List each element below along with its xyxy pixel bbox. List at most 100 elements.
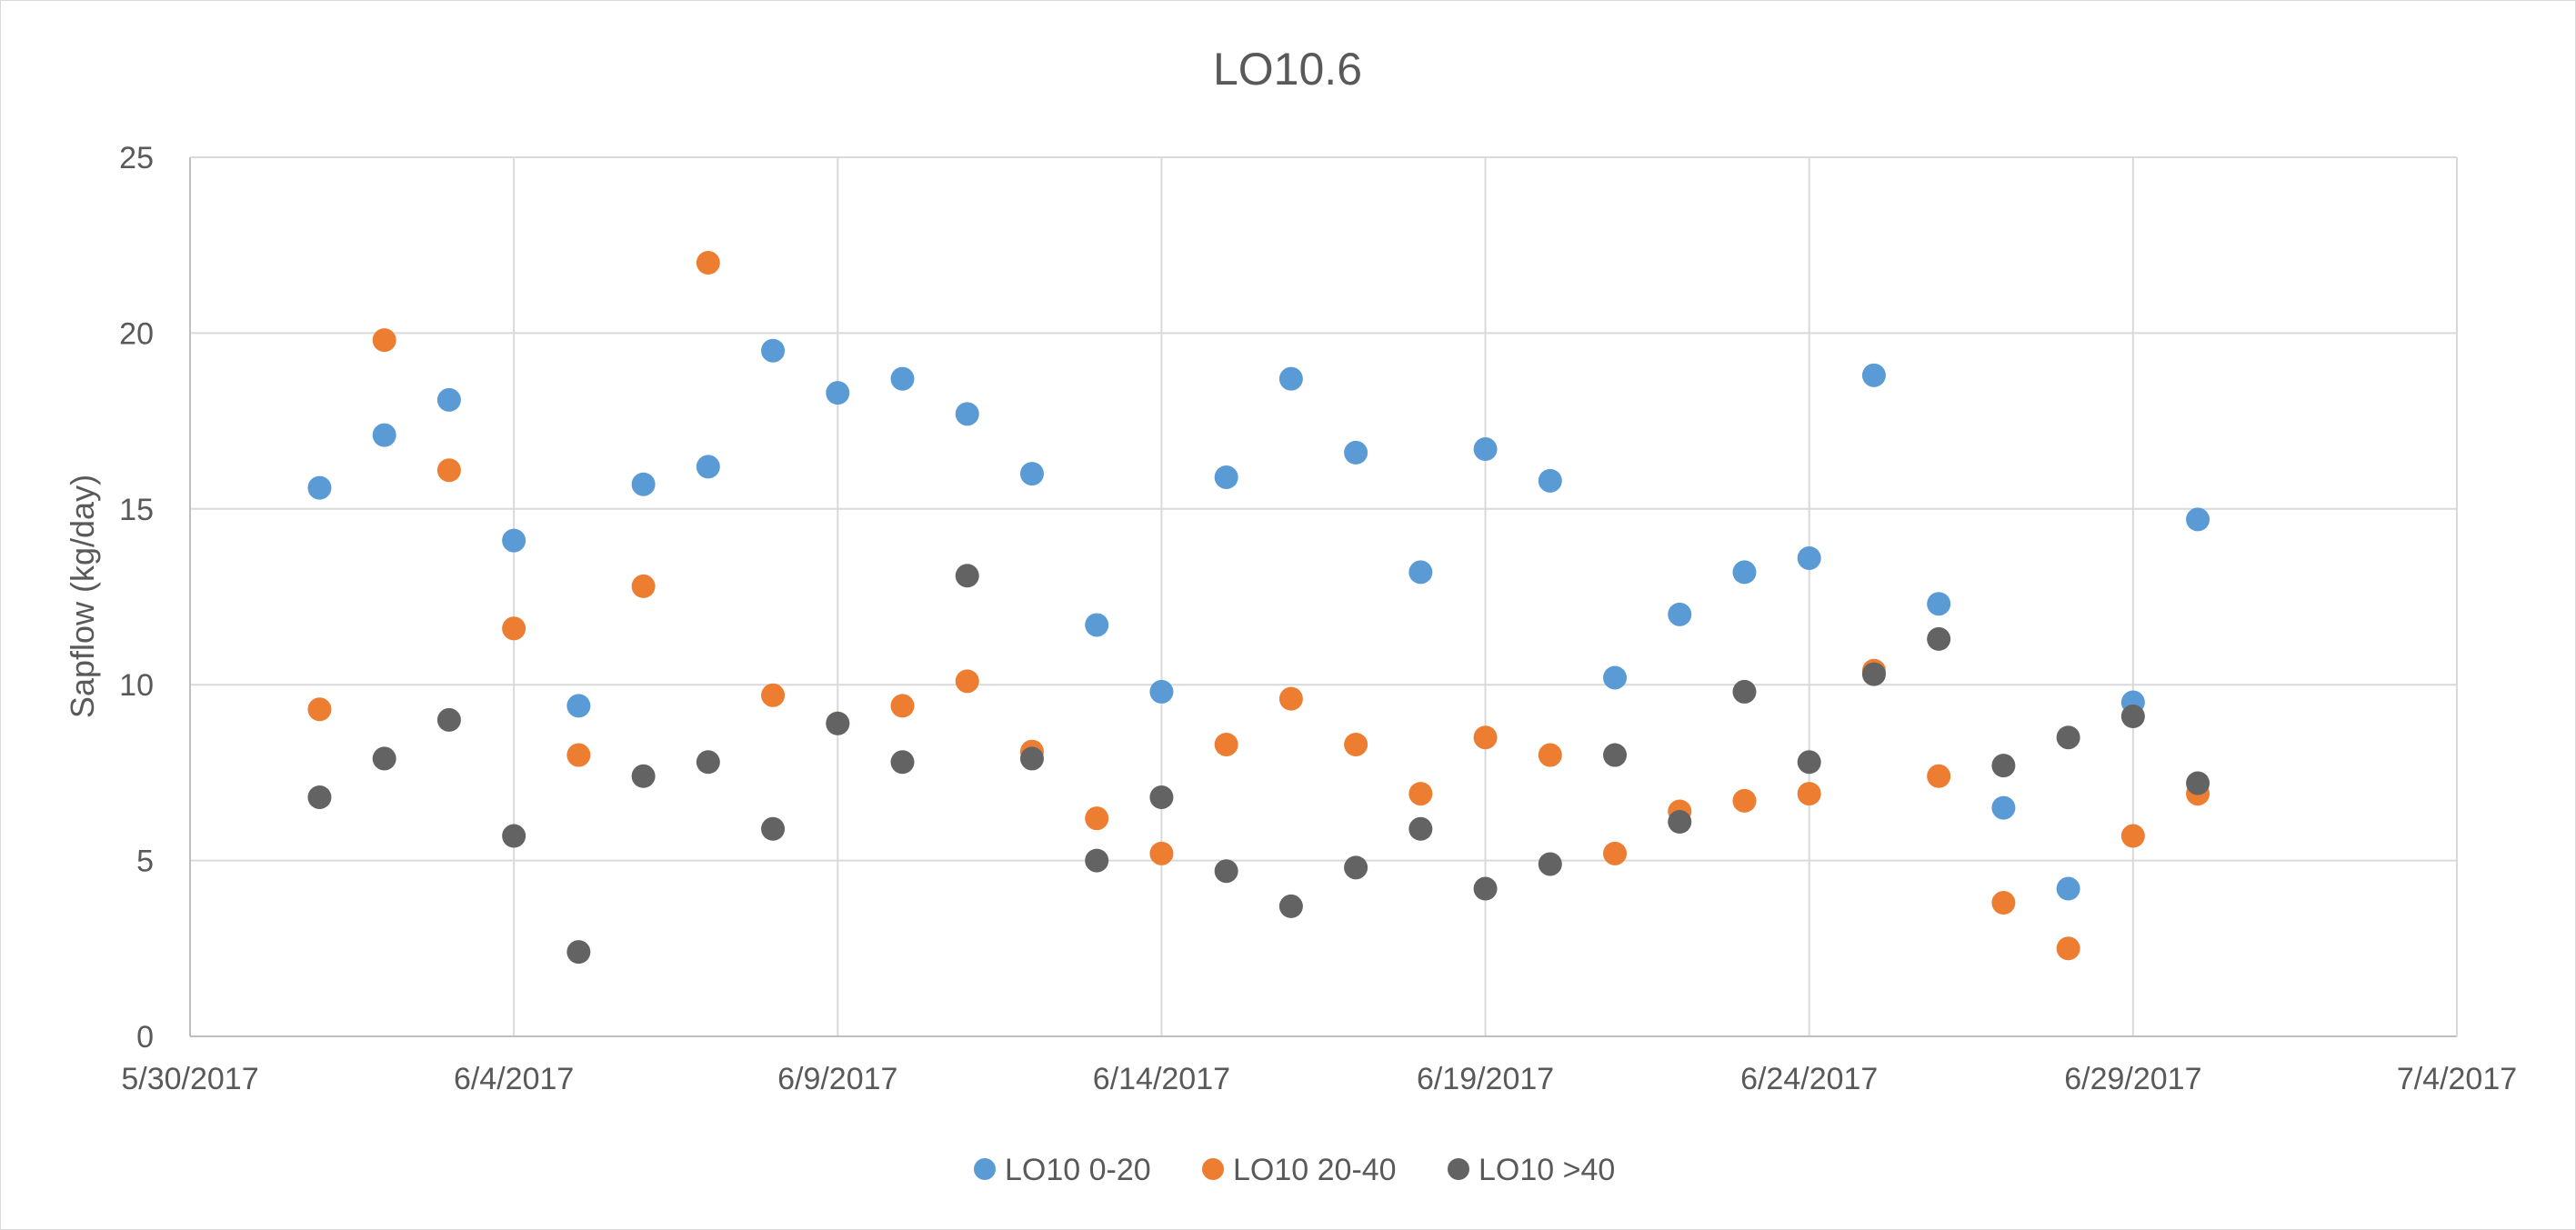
data-point-series-2: [2120, 824, 2145, 848]
legend-label: LO10 20-40: [1233, 1153, 1397, 1187]
data-point-series-3: [566, 940, 591, 965]
data-point-series-3: [372, 746, 396, 771]
legend-label: LO10 >40: [1478, 1153, 1615, 1187]
data-point-series-1: [1991, 795, 2016, 820]
x-tick-labels: 5/30/2017 6/4/2017 6/9/2017 6/14/2017 6/19/2…: [121, 1062, 2517, 1096]
data-point-series-2: [955, 669, 979, 694]
data-point-series-2: [890, 694, 915, 718]
data-point-series-3: [2120, 705, 2145, 729]
data-point-series-2: [1149, 841, 1174, 865]
data-point-series-3: [1603, 743, 1628, 767]
data-point-series-2: [372, 328, 396, 353]
y-tick-label: 20: [119, 316, 154, 351]
y-tick-label: 15: [119, 493, 154, 527]
data-point-series-2: [1085, 806, 1109, 831]
data-point-series-3: [761, 816, 786, 841]
data-point-series-1: [1344, 440, 1368, 465]
x-tick-label: 6/19/2017: [1417, 1062, 1554, 1096]
data-point-series-2: [1278, 686, 1303, 711]
data-point-series-1: [1278, 366, 1303, 391]
data-point-series-3: [1344, 855, 1368, 880]
y-tick-label: 10: [119, 668, 154, 703]
x-tick-label: 5/30/2017: [121, 1062, 258, 1096]
data-point-series-1: [1149, 679, 1174, 704]
x-tick-label: 6/14/2017: [1093, 1062, 1230, 1096]
data-point-series-1: [566, 694, 591, 718]
data-point-series-3: [1019, 746, 1044, 771]
data-point-series-1: [2056, 876, 2080, 901]
data-point-series-1: [1603, 665, 1628, 690]
data-point-series-2: [1214, 732, 1238, 756]
x-tick-label: 7/4/2017: [2397, 1062, 2517, 1096]
data-point-series-1: [826, 381, 850, 405]
data-point-series-3: [826, 711, 850, 735]
legend-marker: [1202, 1158, 1224, 1180]
data-point-series-2: [1538, 743, 1562, 767]
y-tick-labels: 0 5 10 15 20 25: [119, 141, 154, 1055]
data-point-series-1: [631, 472, 656, 496]
x-tick-label: 6/29/2017: [2064, 1062, 2201, 1096]
data-point-series-1: [955, 402, 979, 426]
data-point-series-3: [1538, 852, 1562, 876]
data-point-series-3: [1861, 662, 1886, 686]
data-points: [307, 251, 2210, 965]
y-axis-label: Sapflow (kg/day): [64, 475, 101, 718]
data-point-series-2: [502, 616, 526, 641]
axes: [189, 156, 2458, 1037]
data-point-series-1: [1408, 560, 1433, 585]
data-point-series-2: [566, 743, 591, 767]
data-point-series-2: [1603, 841, 1628, 865]
data-point-series-3: [1927, 626, 1951, 651]
data-point-series-2: [1991, 891, 2016, 915]
data-point-series-1: [1668, 602, 1692, 626]
x-tick-label: 6/4/2017: [454, 1062, 574, 1096]
data-point-series-1: [1732, 560, 1757, 585]
data-point-series-2: [436, 458, 461, 483]
data-point-series-1: [307, 475, 332, 500]
y-tick-label: 5: [136, 845, 154, 879]
legend-marker: [974, 1158, 996, 1180]
data-point-series-3: [1473, 876, 1498, 901]
data-point-series-2: [1408, 782, 1433, 806]
data-point-series-1: [502, 528, 526, 553]
data-point-series-3: [890, 750, 915, 775]
data-point-series-3: [1797, 750, 1821, 775]
data-point-series-3: [1408, 816, 1433, 841]
data-point-series-1: [372, 423, 396, 447]
data-point-series-1: [1085, 613, 1109, 637]
data-point-series-2: [1927, 764, 1951, 788]
data-point-series-2: [1797, 782, 1821, 806]
legend-marker: [1448, 1158, 1469, 1180]
data-point-series-3: [502, 824, 526, 848]
data-point-series-3: [2186, 771, 2210, 795]
data-point-series-3: [1668, 810, 1692, 835]
data-point-series-3: [307, 785, 332, 809]
data-point-series-2: [761, 683, 786, 707]
y-tick-label: 25: [119, 141, 154, 175]
data-point-series-1: [890, 366, 915, 391]
data-point-series-3: [1149, 785, 1174, 809]
chart-title: LO10.6: [1213, 44, 1362, 95]
data-point-series-1: [1861, 363, 1886, 387]
data-point-series-2: [696, 251, 720, 275]
data-point-series-2: [307, 697, 332, 722]
data-point-series-1: [1473, 437, 1498, 462]
data-point-series-1: [436, 387, 461, 412]
data-point-series-2: [631, 574, 656, 598]
data-point-series-3: [1278, 894, 1303, 918]
data-point-series-3: [696, 750, 720, 775]
data-point-series-3: [1085, 848, 1109, 873]
data-point-series-1: [696, 455, 720, 479]
data-point-series-3: [955, 564, 979, 588]
data-point-series-3: [1732, 679, 1757, 704]
data-point-series-3: [1991, 754, 2016, 778]
data-point-series-3: [436, 707, 461, 732]
data-point-series-2: [1473, 725, 1498, 750]
data-point-series-2: [1732, 788, 1757, 813]
data-point-series-1: [1927, 592, 1951, 616]
data-point-series-1: [2186, 507, 2210, 532]
data-point-series-2: [2056, 936, 2080, 961]
data-point-series-1: [1019, 462, 1044, 486]
